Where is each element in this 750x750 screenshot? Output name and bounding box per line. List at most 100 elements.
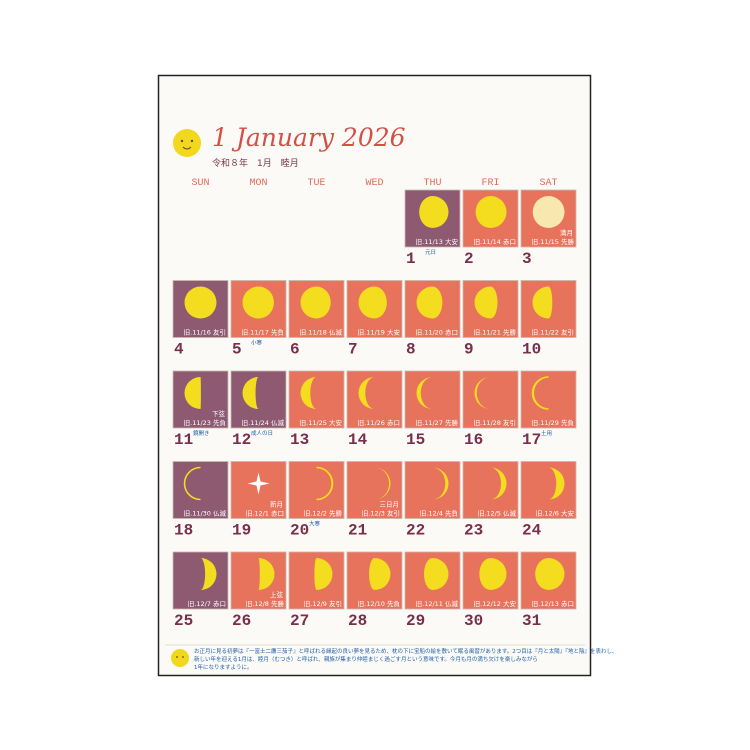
day-box bbox=[230, 370, 287, 429]
moon bbox=[183, 466, 201, 501]
moon bbox=[424, 558, 449, 590]
lunar-date: 旧.11/20 赤口 bbox=[416, 329, 458, 337]
lunar-date: 旧.11/24 仏滅 bbox=[242, 418, 285, 427]
lunar-date: 旧.12/3 友引 bbox=[362, 509, 400, 518]
weekday-label: SAT bbox=[539, 178, 557, 189]
day-number: 16 bbox=[464, 431, 483, 449]
day-box bbox=[462, 461, 519, 519]
moon bbox=[548, 467, 565, 500]
day-cell: 旧.11/17 先負5 小寒 bbox=[230, 280, 287, 359]
day-box bbox=[462, 370, 519, 429]
lunar-date: 旧.12/12 大安 bbox=[474, 599, 517, 608]
moon bbox=[369, 558, 391, 590]
day-cell: 旧.12/13 赤口 31 bbox=[520, 551, 577, 630]
day-note: 成人の日 bbox=[251, 429, 273, 437]
footer-text: お正月に見る初夢は『一富士二鷹三茄子』と呼ばれる縁起の良い夢を見るため、枕の下に… bbox=[194, 647, 618, 655]
day-number: 25 bbox=[174, 612, 193, 630]
day-note: 小寒 bbox=[251, 339, 263, 347]
day-cell: 旧.11/18 仏滅6 bbox=[288, 280, 345, 359]
day-cell: 旧.11/22 友引 10 bbox=[520, 280, 577, 359]
title: 1 January 2026 bbox=[212, 123, 406, 152]
day-number: 30 bbox=[464, 612, 483, 630]
day-number: 31 bbox=[522, 612, 541, 630]
day-box bbox=[404, 370, 461, 429]
day-number: 4 bbox=[174, 341, 184, 359]
day-cell: 旧.12/4 先負 22 bbox=[404, 461, 461, 540]
footer-text: 1年になりますように。 bbox=[194, 663, 253, 671]
moon bbox=[184, 286, 217, 319]
moon bbox=[479, 558, 507, 590]
day-cell: 旧.12/5 仏滅 23 bbox=[462, 461, 519, 540]
moon bbox=[490, 467, 507, 500]
day-note: 土用 bbox=[541, 429, 552, 437]
lunar-date: 旧.11/21 先勝 bbox=[474, 328, 517, 337]
weekday-label: TUE bbox=[307, 178, 325, 189]
day-cell: 旧.11/20 赤口8 bbox=[404, 280, 461, 359]
lunar-date: 旧.11/19 大安 bbox=[358, 328, 401, 337]
day-box bbox=[172, 551, 229, 610]
moon bbox=[300, 286, 331, 319]
day-cell: 旧.12/9 友引 27 bbox=[288, 551, 345, 630]
phase-label: 三日月 bbox=[380, 501, 400, 509]
day-number: 2 bbox=[464, 250, 474, 268]
day-cell: 旧.11/24 仏滅 12 成人の日 bbox=[230, 370, 287, 449]
day-number: 23 bbox=[464, 522, 483, 540]
day-number: 17 bbox=[522, 431, 541, 449]
moon bbox=[200, 558, 217, 590]
weekday-label: THU bbox=[423, 178, 441, 189]
day-number: 5 bbox=[232, 341, 242, 359]
logo-moon bbox=[173, 129, 201, 157]
day-cell: 旧.11/30 仏滅 18 bbox=[172, 461, 229, 540]
day-number: 10 bbox=[522, 341, 541, 359]
day-box bbox=[230, 551, 287, 610]
day-note: 鏡開き bbox=[193, 429, 210, 437]
day-number: 1 bbox=[406, 250, 416, 268]
lunar-date: 旧.11/26 赤口 bbox=[358, 419, 400, 427]
lunar-date: 旧.12/11 仏滅 bbox=[416, 599, 459, 608]
moon bbox=[475, 196, 507, 228]
day-note: 大寒 bbox=[309, 520, 321, 528]
phase-label: 新月 bbox=[270, 500, 283, 509]
lunar-date: 旧.11/30 仏滅 bbox=[184, 509, 227, 518]
day-number: 22 bbox=[406, 522, 425, 540]
day-box bbox=[346, 370, 403, 429]
day-cell: 旧.12/6 大安 24 bbox=[520, 461, 577, 540]
lunar-date: 旧.11/22 友引 bbox=[532, 328, 574, 337]
moon bbox=[258, 558, 275, 590]
day-box bbox=[404, 461, 461, 519]
day-cell: 旧.11/19 大安7 bbox=[346, 280, 403, 359]
day-number: 6 bbox=[290, 341, 300, 359]
weekday-label: SUN bbox=[191, 178, 209, 189]
lunar-date: 旧.12/9 友引 bbox=[304, 599, 342, 608]
moon bbox=[432, 467, 449, 500]
lunar-date: 旧.11/16 友引 bbox=[184, 328, 226, 337]
phase-label: 下弦 bbox=[212, 409, 226, 418]
day-cell: 旧.11/16 友引4 bbox=[172, 280, 229, 359]
day-number: 26 bbox=[232, 612, 251, 630]
day-cell: 旧.11/13 大安1 元日 bbox=[404, 189, 461, 268]
day-number: 21 bbox=[348, 522, 367, 540]
moon bbox=[358, 286, 387, 319]
day-number: 8 bbox=[406, 341, 416, 359]
lunar-date: 旧.11/28 友引 bbox=[474, 418, 516, 427]
day-cell: 旧.12/7 赤口 25 bbox=[172, 551, 229, 630]
lunar-date: 旧.12/13 赤口 bbox=[532, 600, 574, 608]
lunar-date: 旧.11/29 先負 bbox=[532, 418, 575, 427]
day-box bbox=[520, 461, 577, 519]
moon bbox=[242, 377, 259, 409]
day-number: 14 bbox=[348, 431, 368, 449]
day-box bbox=[346, 551, 403, 610]
moon bbox=[416, 286, 443, 319]
day-cell: 旧.11/21 先勝9 bbox=[462, 280, 519, 359]
lunar-date: 旧.12/10 先負 bbox=[358, 599, 401, 608]
phase-label: 上弦 bbox=[270, 590, 284, 599]
day-number: 28 bbox=[348, 612, 367, 630]
day-number: 12 bbox=[232, 431, 251, 449]
subtitle: 令和８年 1月 睦月 bbox=[212, 157, 299, 169]
day-number: 3 bbox=[522, 250, 532, 268]
day-number: 7 bbox=[348, 341, 358, 359]
lunar-date: 旧.11/18 仏滅 bbox=[300, 328, 343, 337]
